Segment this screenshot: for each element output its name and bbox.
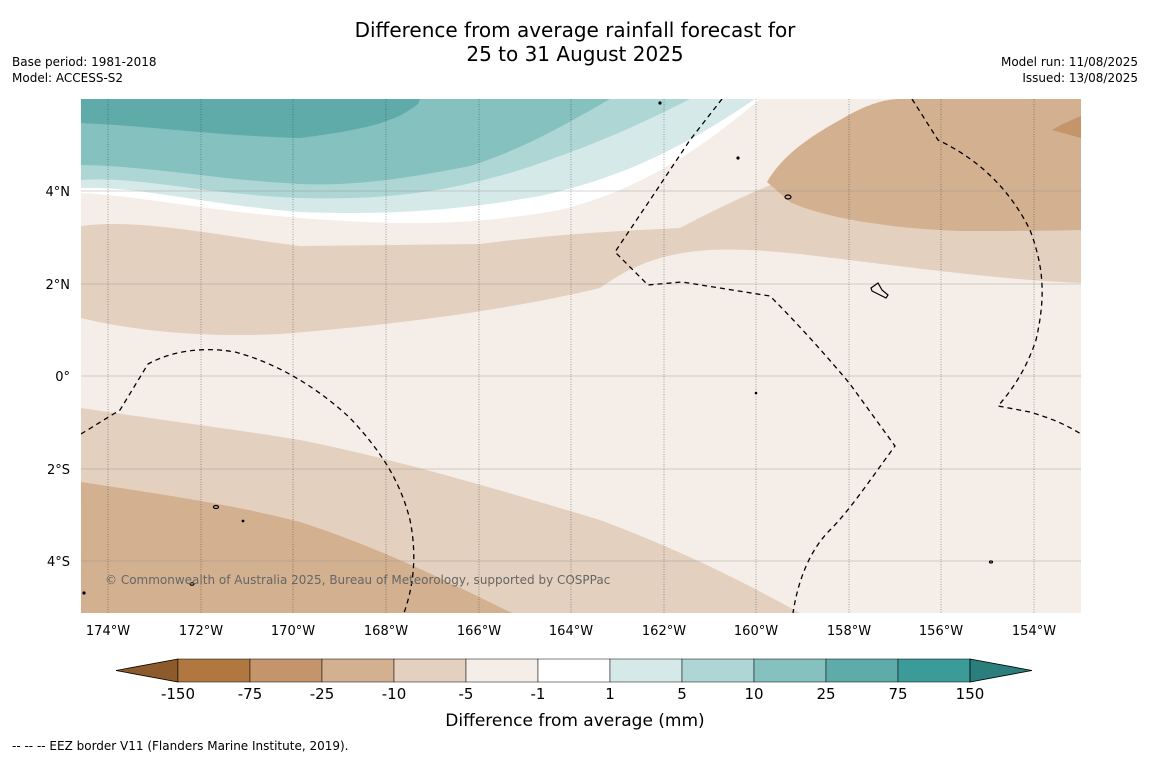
copyright-text: © Commonwealth of Australia 2025, Bureau… — [105, 573, 610, 587]
colorbar-tick: -25 — [310, 685, 335, 703]
colorbar-tick: -1 — [531, 685, 546, 703]
colorbar-segment — [825, 658, 899, 683]
colorbar-tick: 5 — [677, 685, 687, 703]
island-2 — [212, 504, 220, 510]
colorbar-tick: -150 — [161, 685, 195, 703]
colorbar-tick: -75 — [238, 685, 263, 703]
island-kiritimati — [870, 282, 889, 299]
colorbar-label: Difference from average (mm) — [445, 711, 704, 731]
latitude-labels: 4°N 2°N 0° 2°S 4°S — [46, 185, 71, 570]
lat-label-2n: 2°N — [46, 278, 71, 293]
issued-date: Issued: 13/08/2025 — [1022, 71, 1138, 85]
island-7 — [754, 391, 758, 395]
lon-label-158w: 158°W — [827, 624, 871, 639]
colorbar-segment — [753, 658, 827, 683]
meta-right: Model run: 11/08/2025 Issued: 13/08/2025 — [1001, 54, 1138, 86]
lon-label-174w: 174°W — [86, 624, 130, 639]
lat-label-2s: 2°S — [47, 463, 70, 478]
band-minus25-minus10-south — [81, 482, 512, 613]
colorbar-segment — [609, 658, 683, 683]
island-3 — [189, 582, 195, 586]
title-line-2: 25 to 31 August 2025 — [466, 42, 684, 66]
latitude-gridlines — [81, 190, 1081, 562]
colorbar-arrow-low — [115, 658, 179, 683]
longitude-labels: 174°W 172°W 170°W 168°W 166°W 164°W 162°… — [86, 624, 1056, 639]
colorbar-tick: 10 — [744, 685, 763, 703]
island-8 — [241, 519, 245, 523]
lon-label-156w: 156°W — [919, 624, 963, 639]
meta-left: Base period: 1981-2018 Model: ACCESS-S2 — [12, 54, 157, 86]
eez-border-east — [911, 99, 1081, 435]
island-6 — [736, 156, 740, 160]
longitude-gridlines — [107, 99, 1035, 613]
eez-border-kiribati-line — [614, 99, 896, 613]
lon-label-170w: 170°W — [271, 624, 315, 639]
colorbar-tick: 150 — [956, 685, 985, 703]
band-minus75-minus25-northeast — [1052, 116, 1081, 138]
band-plus75-plus150-north — [81, 99, 420, 138]
lon-label-164w: 164°W — [549, 624, 593, 639]
colorbar-segment — [681, 658, 755, 683]
lon-label-154w: 154°W — [1012, 624, 1056, 639]
rainfall-anomaly-map: © Commonwealth of Australia 2025, Bureau… — [81, 99, 1081, 613]
base-period: Base period: 1981-2018 — [12, 55, 157, 69]
colorbar-segment — [321, 658, 395, 683]
island-5 — [658, 101, 662, 105]
colorbar-segment — [249, 658, 323, 683]
colorbar-tick-labels: -150 -75 -25 -10 -5 -1 1 5 10 25 75 150 — [161, 685, 984, 703]
lat-label-4n: 4°N — [46, 185, 71, 200]
island-1 — [784, 194, 792, 200]
model-name: Model: ACCESS-S2 — [12, 71, 124, 85]
colorbar-segment — [537, 658, 611, 683]
band-minus10-minus5-north — [81, 99, 1081, 336]
model-run: Model run: 11/08/2025 — [1000, 55, 1138, 69]
eez-borders — [81, 99, 1081, 613]
colorbar-tick: 1 — [605, 685, 615, 703]
colorbar-tick: 75 — [888, 685, 907, 703]
colorbar-segment — [465, 658, 539, 683]
islands — [82, 101, 994, 595]
lat-label-4s: 4°S — [47, 555, 70, 570]
colorbar-tick: 25 — [816, 685, 835, 703]
colorbar-tick: -5 — [459, 685, 474, 703]
colorbar-tick: -10 — [382, 685, 407, 703]
lon-label-168w: 168°W — [364, 624, 408, 639]
band-minus25-minus10-northeast — [767, 99, 1081, 231]
colorbar-segment — [177, 658, 251, 683]
colorbar-segment — [897, 658, 971, 683]
island-4 — [988, 560, 994, 564]
colorbar-arrow-high — [969, 658, 1033, 683]
colorbar — [115, 658, 1033, 683]
lon-label-172w: 172°W — [179, 624, 223, 639]
lon-label-166w: 166°W — [457, 624, 501, 639]
map-title: Difference from average rainfall forecas… — [0, 18, 1150, 66]
title-line-1: Difference from average rainfall forecas… — [354, 18, 796, 42]
lon-label-162w: 162°W — [642, 624, 686, 639]
colorbar-segment — [393, 658, 467, 683]
lon-label-160w: 160°W — [734, 624, 778, 639]
footer-note: -- -- -- EEZ border V11 (Flanders Marine… — [12, 739, 349, 753]
island-9 — [82, 591, 86, 595]
lat-label-0: 0° — [55, 370, 70, 385]
